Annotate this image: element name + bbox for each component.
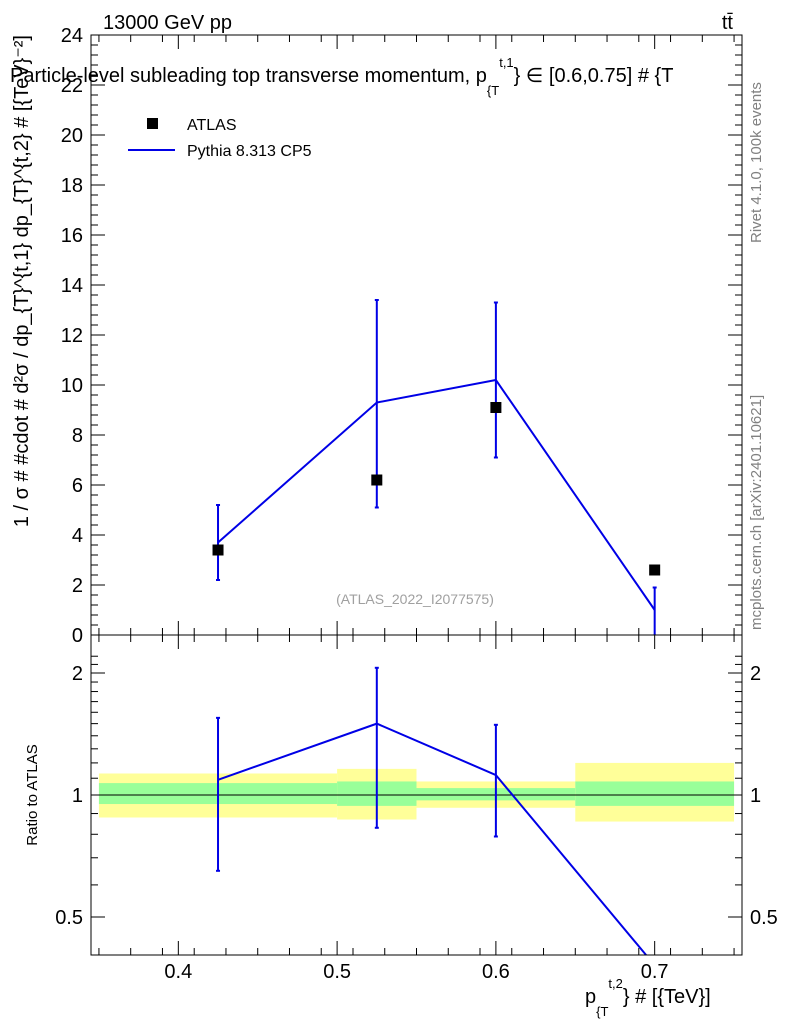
ratio-pythia-line bbox=[217, 722, 647, 956]
main-ytick-label: 4 bbox=[72, 525, 83, 547]
main-y-axis-label: 1 / σ # #cdot # d²σ / dp_{T}^{t,1} dp_{T… bbox=[11, 35, 33, 527]
main-ytick-label: 10 bbox=[61, 375, 83, 397]
main-ytick-label: 14 bbox=[61, 275, 83, 297]
main-ytick-label: 16 bbox=[61, 225, 83, 247]
plot-title-main: Particle-level subleading top transverse… bbox=[10, 65, 487, 87]
main-ytick-label: 2 bbox=[72, 575, 83, 597]
atlas-data-point bbox=[649, 564, 661, 576]
x-axis-label-sup: t,2 bbox=[608, 976, 622, 991]
ratio-series-layer bbox=[216, 666, 647, 956]
ratio-ytick-label: 0.5 bbox=[55, 907, 83, 929]
ratio-uncertainty-bands bbox=[91, 762, 742, 822]
mcplots-label: mcplots.cern.ch [arXiv:2401.10621] bbox=[748, 395, 765, 630]
main-ytick-label: 0 bbox=[72, 625, 83, 647]
plot-title: Particle-level subleading top transverse… bbox=[10, 55, 673, 98]
x-axis-label-main: p bbox=[585, 986, 596, 1008]
x-axis-label-suffix: } # [{TeV}] bbox=[623, 986, 711, 1008]
main-ytick-label: 22 bbox=[61, 75, 83, 97]
atlas-data-point bbox=[490, 402, 502, 413]
ratio-ytick-label-right: 0.5 bbox=[750, 907, 778, 929]
plot-title-sub: {T bbox=[487, 83, 499, 98]
ratio-xtick-label: 0.4 bbox=[164, 961, 192, 983]
main-ytick-label: 20 bbox=[61, 125, 83, 147]
ratio-band-inner bbox=[575, 781, 735, 806]
plot-title-suffix: } ∈ [0.6,0.75] # {T bbox=[514, 65, 674, 87]
legend: ATLAS Pythia 8.313 CP5 bbox=[128, 117, 312, 160]
ratio-ytick-label-right: 2 bbox=[750, 663, 761, 685]
ratio-ytick-label: 1 bbox=[72, 785, 83, 807]
ratio-axis-ticks: 0.4 0.5 0.6 0.7 0.5 0.5 1 1 2 2 bbox=[55, 635, 778, 983]
ratio-ytick-label-right: 1 bbox=[750, 785, 761, 807]
atlas-data-point bbox=[212, 544, 224, 556]
main-ytick-label: 8 bbox=[72, 425, 83, 447]
pythia-line bbox=[217, 378, 656, 611]
ratio-y-axis-label: Ratio to ATLAS bbox=[24, 744, 41, 845]
x-axis-label: p{Tt,2} # [{TeV}] bbox=[585, 976, 711, 1019]
ratio-ytick-label: 2 bbox=[72, 663, 83, 685]
ratio-frame bbox=[90, 634, 743, 956]
legend-atlas-label: ATLAS bbox=[187, 117, 237, 134]
main-ytick-label: 24 bbox=[61, 25, 83, 47]
process-label: tt̄ bbox=[722, 12, 734, 34]
x-axis-label-sub: {T bbox=[596, 1004, 608, 1019]
atlas-data-point bbox=[371, 474, 383, 486]
main-ytick-label: 12 bbox=[61, 325, 83, 347]
plot-title-sup: t,1 bbox=[499, 55, 513, 70]
analysis-watermark: (ATLAS_2022_I2077575) bbox=[336, 591, 494, 607]
ratio-xtick-label: 0.5 bbox=[323, 961, 351, 983]
main-ytick-label: 6 bbox=[72, 475, 83, 497]
legend-atlas-marker bbox=[147, 118, 158, 129]
main-series-layer bbox=[212, 299, 661, 635]
rivet-label: Rivet 4.1.0, 100k events bbox=[748, 82, 765, 243]
energy-label: 13000 GeV pp bbox=[103, 12, 232, 34]
ratio-xtick-label: 0.7 bbox=[641, 961, 669, 983]
main-ytick-label: 18 bbox=[61, 175, 83, 197]
ratio-xtick-label: 0.6 bbox=[482, 961, 510, 983]
legend-pythia-label: Pythia 8.313 CP5 bbox=[187, 143, 312, 160]
